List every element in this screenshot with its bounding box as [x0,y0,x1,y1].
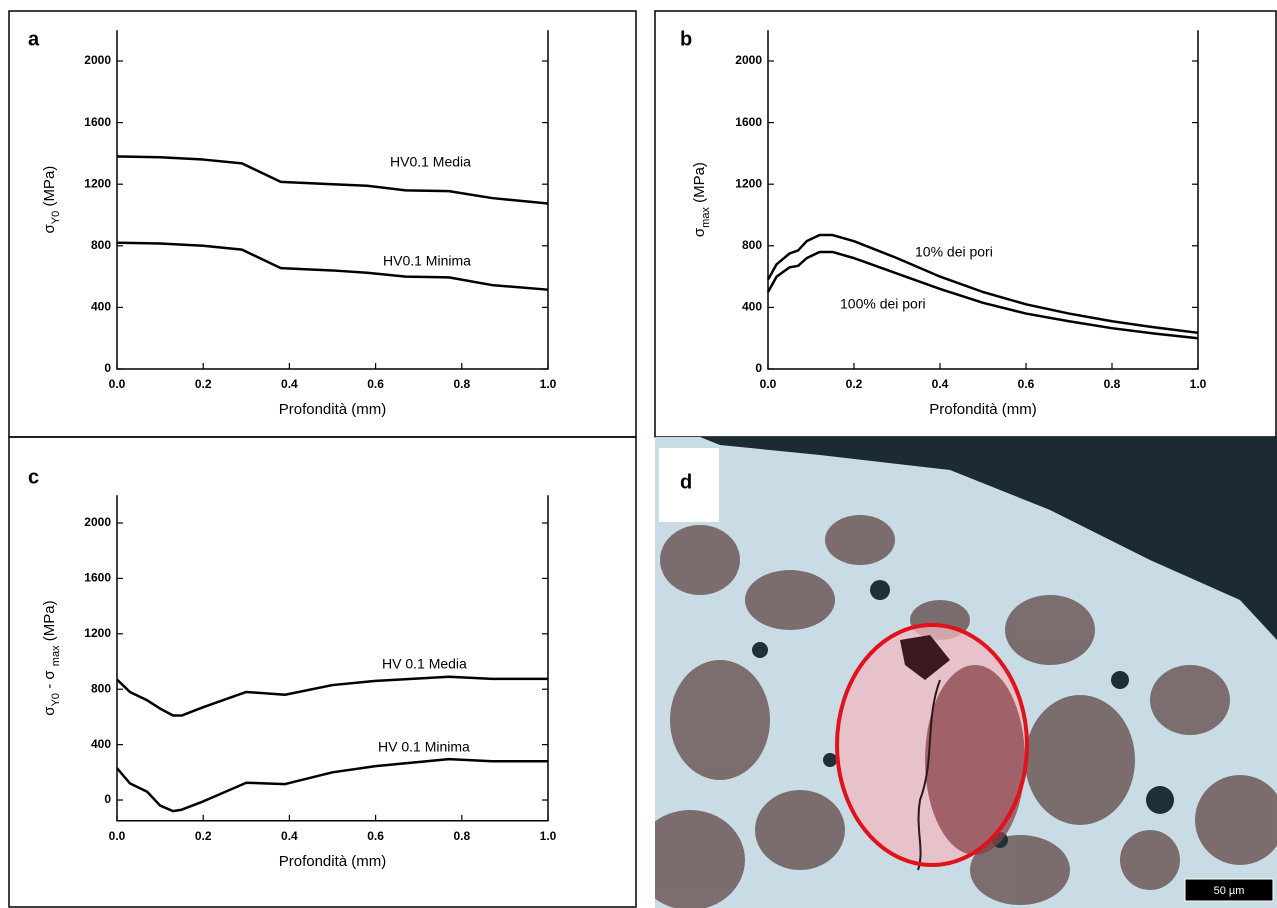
series-line [766,233,1199,335]
y-axis-label-part: max [700,207,712,228]
y-axis-label: σmax (MPa) [691,162,712,237]
panel-label: b [680,28,692,50]
y-axis-label-part: max [50,645,62,666]
y-tick-label: 1200 [84,176,111,190]
scale-bar [1184,878,1274,902]
y-tick-label: 1600 [84,115,111,129]
y-tick-label: 800 [91,681,111,695]
y-tick-label: 400 [91,737,111,751]
label-box [659,448,719,522]
x-tick-label: 1.0 [1190,377,1207,391]
y-tick-label: 1600 [735,115,762,129]
y-axis-label-part: σ [41,706,58,716]
scale-bar-label: 50 µm [1214,885,1245,897]
series-line [766,250,1199,340]
panel-label: d [680,471,692,493]
x-tick-label: 0.6 [367,377,384,391]
y-tick-label: 0 [104,361,111,375]
x-tick-label: 0.4 [281,377,298,391]
y-tick-label: 1200 [84,626,111,640]
x-axis-label: Profondità (mm) [279,401,387,418]
y-tick-label: 800 [91,238,111,252]
y-tick-label: 400 [742,300,762,314]
panel-frame [654,10,1277,438]
y-axis-label-part: Y0 [50,693,62,706]
axes [116,30,549,370]
panel-frame [8,10,637,438]
series-line [116,241,549,291]
y-tick-label: 0 [104,792,111,806]
y-axis-label-part: (MPa) [691,162,708,207]
annotation: HV 0.1 Media [382,656,467,672]
y-tick-label: 2000 [84,53,111,67]
x-tick-label: 0.6 [367,829,384,843]
y-axis-label: σY0 (MPa) [41,166,62,234]
y-tick-label: 400 [91,300,111,314]
annotation: HV0.1 Media [390,154,471,170]
y-tick-label: 800 [742,238,762,252]
y-axis-label-part: Y0 [50,211,62,224]
y-tick-label: 2000 [735,53,762,67]
micrograph: d 50 µm [655,437,1277,908]
x-tick-label: 0.0 [760,377,777,391]
series-line [116,757,548,813]
x-tick-label: 1.0 [540,377,557,391]
annotation: 10% dei pori [915,244,993,260]
x-tick-label: 0.2 [195,377,212,391]
y-tick-label: 2000 [84,515,111,529]
y-axis-label-part: σ [41,223,58,233]
panel-label: c [28,466,39,488]
y-tick-label: 1600 [84,571,111,585]
x-tick-label: 0.0 [109,377,126,391]
y-tick-label: 1200 [735,176,762,190]
x-axis-label: Profondità (mm) [279,853,387,870]
axes [767,30,1199,370]
y-axis-label-part: σ [691,227,708,237]
series-line [116,675,548,717]
x-tick-label: 0.8 [453,377,470,391]
x-tick-label: 0.2 [846,377,863,391]
x-tick-label: 0.6 [1018,377,1035,391]
panel-label: a [28,28,40,50]
panel-frame [8,436,637,908]
y-axis-label-part: - σ [41,666,58,693]
y-tick-label: 0 [755,361,762,375]
x-tick-label: 0.8 [1104,377,1121,391]
x-axis-label: Profondità (mm) [929,401,1037,418]
axes [116,495,549,822]
y-axis-label-part: (MPa) [41,166,58,211]
x-tick-label: 0.8 [453,829,470,843]
annotation: 100% dei pori [840,296,926,312]
y-axis-label: σY0 - σ max (MPa) [41,600,62,715]
annotation: HV0.1 Minima [383,253,471,269]
x-tick-label: 0.4 [281,829,298,843]
annotation: HV 0.1 Minima [378,739,470,755]
series-line [116,155,549,205]
x-tick-label: 0.0 [109,829,126,843]
x-tick-label: 1.0 [540,829,557,843]
y-axis-label-part: (MPa) [41,600,58,645]
x-tick-label: 0.4 [932,377,949,391]
x-tick-label: 0.2 [195,829,212,843]
